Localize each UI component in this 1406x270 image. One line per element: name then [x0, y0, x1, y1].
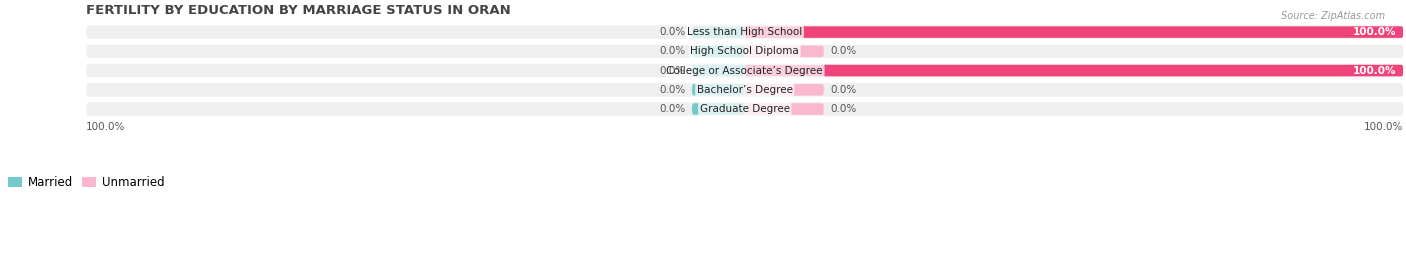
Text: 0.0%: 0.0% [831, 104, 856, 114]
FancyBboxPatch shape [86, 64, 1403, 77]
FancyBboxPatch shape [86, 83, 1403, 96]
Legend: Married, Unmarried: Married, Unmarried [3, 171, 170, 194]
Text: Bachelor’s Degree: Bachelor’s Degree [697, 85, 793, 95]
Text: 0.0%: 0.0% [831, 46, 856, 56]
FancyBboxPatch shape [692, 46, 745, 57]
FancyBboxPatch shape [745, 103, 824, 115]
Text: 0.0%: 0.0% [831, 85, 856, 95]
FancyBboxPatch shape [692, 84, 745, 96]
FancyBboxPatch shape [745, 26, 1403, 38]
FancyBboxPatch shape [692, 103, 745, 115]
Text: High School Diploma: High School Diploma [690, 46, 799, 56]
FancyBboxPatch shape [692, 26, 745, 38]
Text: 0.0%: 0.0% [659, 46, 686, 56]
Text: Graduate Degree: Graduate Degree [700, 104, 790, 114]
Text: 0.0%: 0.0% [659, 66, 686, 76]
Text: 100.0%: 100.0% [1353, 66, 1396, 76]
Text: 0.0%: 0.0% [659, 104, 686, 114]
FancyBboxPatch shape [692, 65, 745, 76]
Text: 0.0%: 0.0% [659, 27, 686, 37]
FancyBboxPatch shape [86, 25, 1403, 39]
Text: 100.0%: 100.0% [1353, 27, 1396, 37]
Text: Source: ZipAtlas.com: Source: ZipAtlas.com [1281, 11, 1385, 21]
FancyBboxPatch shape [86, 102, 1403, 116]
FancyBboxPatch shape [745, 46, 824, 57]
Text: Less than High School: Less than High School [688, 27, 803, 37]
Text: 100.0%: 100.0% [86, 122, 125, 132]
Text: 0.0%: 0.0% [659, 85, 686, 95]
FancyBboxPatch shape [86, 45, 1403, 58]
FancyBboxPatch shape [745, 84, 824, 96]
FancyBboxPatch shape [745, 65, 1403, 76]
Text: FERTILITY BY EDUCATION BY MARRIAGE STATUS IN ORAN: FERTILITY BY EDUCATION BY MARRIAGE STATU… [86, 4, 510, 17]
Text: College or Associate’s Degree: College or Associate’s Degree [666, 66, 823, 76]
Text: 100.0%: 100.0% [1364, 122, 1403, 132]
